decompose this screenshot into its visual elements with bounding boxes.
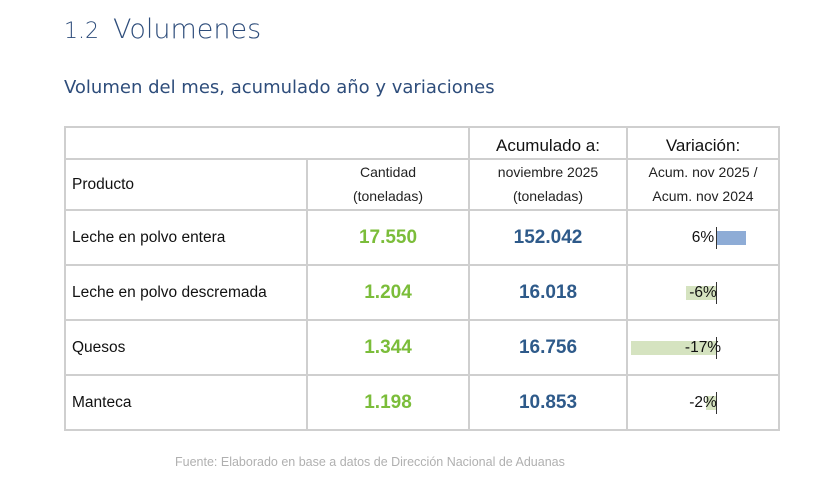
variacion-axis	[716, 392, 717, 414]
acumulado-period: noviembre 2025	[497, 164, 599, 180]
variacion-axis	[716, 227, 717, 249]
table-row: Leche en polvo entera 17.550 152.042 6%	[64, 209, 780, 266]
producto-cell: Leche en polvo descremada	[64, 264, 308, 321]
variacion-bar	[686, 286, 716, 300]
acumulado-cell: 10.853	[468, 374, 628, 431]
variacion-bar	[716, 231, 746, 245]
acumulado-header: Acumulado a:	[468, 126, 628, 160]
acumulado-cell: 16.018	[468, 264, 628, 321]
section-number: 1.2	[64, 19, 99, 44]
cantidad-cell: 1.204	[306, 264, 470, 321]
table-row: Quesos 1.344 16.756 -17%	[64, 319, 780, 376]
producto-cell: Leche en polvo entera	[64, 209, 308, 266]
variacion-value: -6%	[689, 283, 717, 301]
cantidad-cell: 1.344	[306, 319, 470, 376]
variacion-axis	[716, 282, 717, 304]
source-note: Fuente: Elaborado en base a datos de Dir…	[175, 455, 565, 469]
producto-header: Producto	[64, 158, 308, 211]
variacion-line2: Acum. nov 2024	[652, 188, 754, 204]
cantidad-cell: 1.198	[306, 374, 470, 431]
producto-cell: Quesos	[64, 319, 308, 376]
header-row-top: Acumulado a: Variación:	[64, 126, 780, 160]
variacion-value: -2%	[689, 393, 717, 411]
cantidad-header-unit: (toneladas)	[352, 188, 424, 204]
volume-table: Acumulado a: Variación: Producto Cantida…	[64, 126, 780, 431]
variacion-value: 6%	[691, 228, 715, 246]
acumulado-cell: 16.756	[468, 319, 628, 376]
variacion-cell: -17%	[626, 319, 780, 376]
cantidad-header: Cantidad (toneladas)	[306, 158, 470, 211]
acumulado-cell: 152.042	[468, 209, 628, 266]
header-row-bottom: Producto Cantidad (toneladas) noviembre …	[64, 158, 780, 211]
section-heading: 1.2 Volumenes	[64, 14, 261, 45]
variacion-axis	[716, 337, 717, 359]
variacion-cell: 6%	[626, 209, 780, 266]
variacion-cell: -2%	[626, 374, 780, 431]
header-empty-cell	[64, 126, 470, 160]
variacion-header: Variación:	[626, 126, 780, 160]
section-title: Volumenes	[113, 14, 262, 45]
variacion-bar	[631, 341, 716, 355]
acumulado-subheader: noviembre 2025 (toneladas)	[468, 158, 628, 211]
producto-cell: Manteca	[64, 374, 308, 431]
table-row: Manteca 1.198 10.853 -2%	[64, 374, 780, 431]
cantidad-cell: 17.550	[306, 209, 470, 266]
variacion-cell: -6%	[626, 264, 780, 321]
variacion-subheader: Acum. nov 2025 / Acum. nov 2024	[626, 158, 780, 211]
variacion-line1: Acum. nov 2025 /	[648, 164, 758, 180]
variacion-value: -17%	[684, 338, 722, 356]
acumulado-unit: (toneladas)	[512, 188, 584, 204]
cantidad-header-label: Cantidad	[359, 164, 417, 180]
variacion-bar	[706, 396, 716, 410]
table-subtitle: Volumen del mes, acumulado año y variaci…	[64, 77, 495, 98]
table-row: Leche en polvo descremada 1.204 16.018 -…	[64, 264, 780, 321]
